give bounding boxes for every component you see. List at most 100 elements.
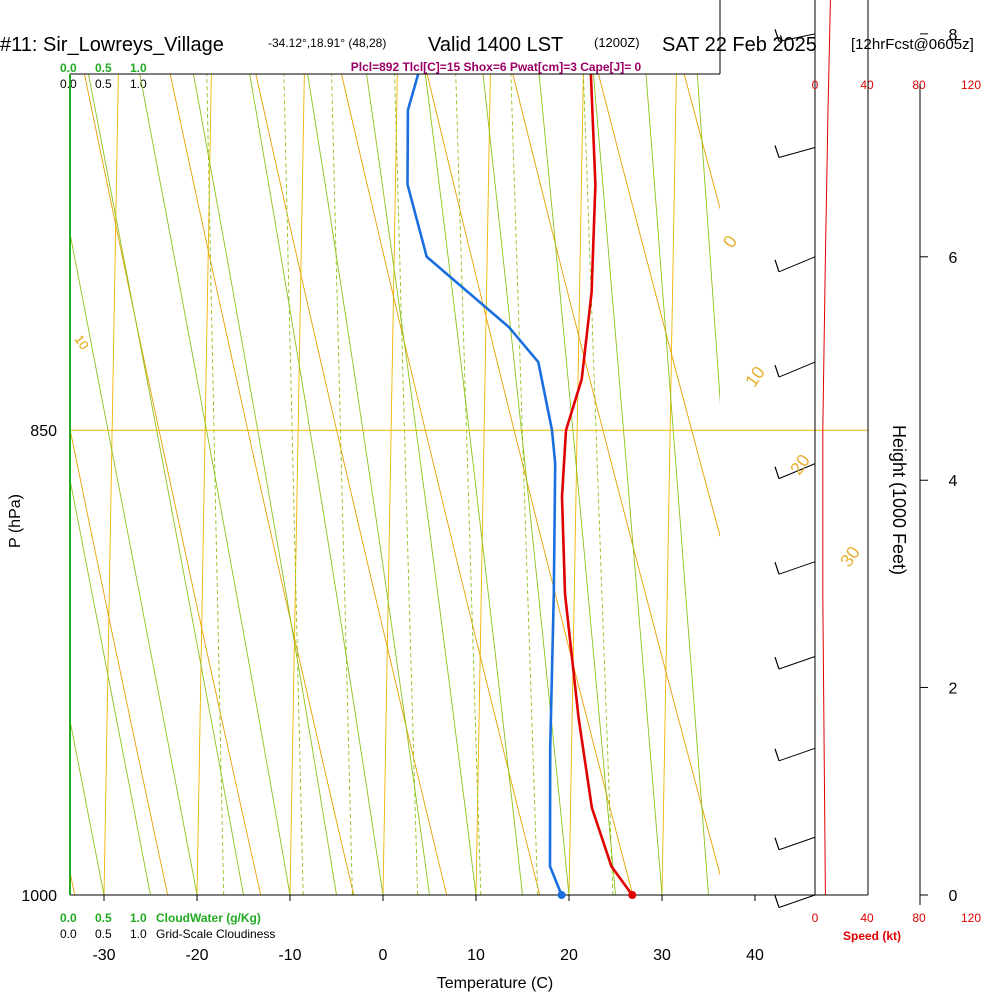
pressure-tick-label: 1000 — [21, 888, 57, 905]
cloudiness-tick: 1.0 — [130, 77, 147, 91]
wind-speed-tick-bottom: 0 — [812, 911, 819, 925]
wind-barb-flag — [774, 364, 780, 378]
valid-date: SAT 22 Feb 2025 — [662, 34, 817, 56]
zulu-time: (1200Z) — [594, 35, 640, 50]
forecast-info: [12hrFcst@0605z] — [851, 36, 974, 53]
mixing-ratio-label: 3 — [342, 902, 360, 917]
x-axis-label: Temperature (C) — [437, 975, 553, 992]
cloudiness-tick: 0.5 — [95, 77, 112, 91]
wind-speed-tick-top: 0 — [812, 78, 819, 92]
wind-barb — [774, 463, 816, 480]
dry-adiabat-line — [758, 0, 1000, 895]
dry-adiabat-line — [573, 0, 1000, 895]
wind-speed-tick-top: 120 — [961, 78, 981, 92]
dry-adiabat-line — [341, 74, 541, 895]
moist-adiabat-line — [482, 74, 570, 895]
valid-time: Valid 1400 LST — [428, 34, 563, 56]
moist-adiabat-label: 30 — [836, 543, 864, 571]
dry-adiabat-label: 10 — [71, 332, 92, 352]
pressure-tick-label: 850 — [30, 423, 57, 440]
wind-barb-staff — [778, 256, 816, 273]
wind-barb-flag — [774, 837, 780, 850]
isotherm-line — [382, 74, 398, 895]
mixing-ratio-line — [455, 74, 482, 895]
height-tick-label: 0 — [949, 888, 958, 905]
moist-adiabat-line — [424, 74, 523, 895]
moist-adiabat-line — [192, 74, 337, 895]
isotherm-line — [289, 74, 305, 895]
dry-adiabat-line — [598, 74, 720, 538]
x-tick-label: -20 — [185, 947, 208, 964]
wind-barb-flag — [774, 656, 780, 670]
dry-adiabat-line — [169, 74, 355, 895]
wind-barb-flag — [774, 259, 780, 272]
cloudiness-tick: 0.5 — [95, 927, 112, 941]
dry-adiabat-line — [78, 0, 1000, 895]
height-tick-label: 8 — [949, 27, 958, 44]
wind-barb-half-flag — [779, 35, 784, 42]
dry-adiabat-line — [449, 0, 1000, 895]
moist-adiabat-line — [366, 74, 477, 895]
mixing-ratio-label: 12 — [525, 899, 547, 921]
wind-speed-label: Speed (kt) — [843, 929, 901, 943]
height-tick-label: 2 — [949, 680, 958, 697]
temperature-profile-line — [560, 74, 634, 895]
isotherm-line — [941, 0, 1000, 895]
mixing-ratio-line — [283, 74, 304, 895]
wind-barb-flag — [774, 145, 780, 158]
y-axis-label: P (hPa) — [7, 494, 24, 548]
cloud-water-tick: 0.5 — [95, 61, 112, 75]
wind-barb-flag — [774, 748, 780, 761]
moist-adiabat-line — [307, 74, 430, 895]
mixing-ratio-line — [206, 74, 225, 895]
mixing-ratio-label: 2 — [293, 902, 311, 917]
wind-barb-flag — [774, 562, 780, 575]
cloudiness-tick: 0.0 — [60, 77, 77, 91]
cloudiness-tick: 1.0 — [130, 927, 147, 941]
moist-adiabat-line — [70, 230, 198, 895]
wind-barb-staff — [778, 463, 816, 480]
dry-adiabat-line — [512, 74, 720, 876]
cloud-water-scale-top: 0.0 0.5 1.0 0.0 0.5 1.0 — [60, 61, 147, 91]
x-tick-label: 40 — [746, 947, 764, 964]
isotherm-line — [568, 74, 584, 895]
station-name: #11: Sir_Lowreys_Village — [0, 34, 224, 56]
mixing-ratio-line — [331, 74, 353, 895]
height-axis-label: Height (1000 Feet) — [889, 425, 909, 575]
dewpoint-profile-line — [406, 74, 563, 895]
surface-temperature-dot — [628, 891, 637, 899]
station-coords: -34.12°,18.91° (48,28) — [268, 36, 386, 50]
wind-speed-tick-bottom: 40 — [860, 911, 874, 925]
dry-adiabat-line — [70, 869, 76, 895]
x-tick-label: -30 — [92, 947, 115, 964]
wind-barb-flag — [774, 466, 780, 479]
dry-adiabat-line — [426, 74, 634, 895]
header: #11: Sir_Lowreys_Village -34.12°,18.91° … — [0, 34, 974, 56]
wind-barb — [774, 361, 816, 378]
cloud-water-tick: 0.0 — [60, 61, 77, 75]
moist-adiabat-line — [593, 74, 663, 895]
wind-barb-staff — [778, 656, 816, 670]
isotherm-line — [661, 74, 677, 895]
mixing-ratio-line — [394, 74, 419, 895]
dry-adiabat-line — [683, 74, 720, 210]
cloudiness-label: Grid-Scale Cloudiness — [156, 927, 275, 941]
dry-adiabat-line — [697, 0, 1000, 895]
dry-adiabat-line — [255, 74, 448, 895]
x-tick-label: 0 — [379, 947, 388, 964]
mixing-ratio-label: 20 — [600, 899, 622, 921]
wind-speed-tick-top: 80 — [912, 78, 926, 92]
surface-dewpoint-dot — [557, 891, 566, 899]
wind-barb — [774, 29, 816, 42]
x-tick-label: 30 — [653, 947, 671, 964]
wind-barb-staff — [778, 147, 816, 158]
height-tick-label: 6 — [949, 250, 958, 267]
mixing-ratio-line — [582, 74, 614, 895]
wind-barb-staff — [778, 894, 816, 908]
height-tick-label: 4 — [949, 473, 958, 490]
wind-barb — [774, 656, 816, 670]
x-tick-label: 20 — [560, 947, 578, 964]
mixing-ratio-line — [510, 74, 539, 895]
